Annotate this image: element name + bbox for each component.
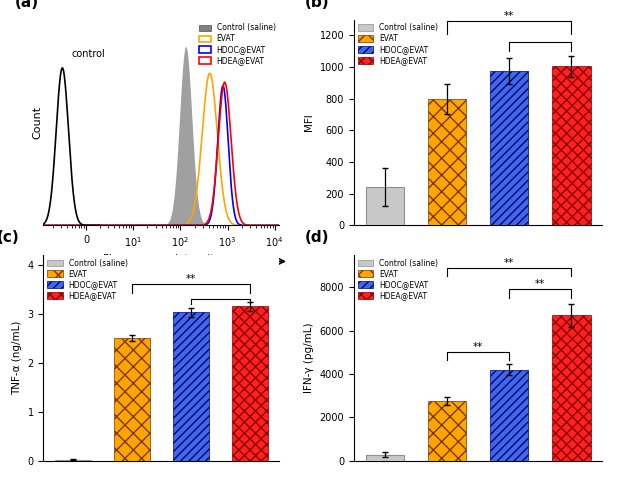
Bar (490, 369, 528, 461)
Bar (428, 99, 466, 225)
Text: control: control (72, 49, 106, 59)
Y-axis label: IFN-γ (pg/mL): IFN-γ (pg/mL) (304, 322, 314, 393)
Bar (114, 338, 150, 461)
Bar (173, 312, 209, 461)
X-axis label: Fluorescence intensity: Fluorescence intensity (102, 254, 220, 265)
Text: **: ** (504, 11, 514, 21)
Text: **: ** (535, 279, 545, 290)
Bar (490, 71, 528, 225)
Text: **: ** (473, 343, 483, 352)
Bar (366, 455, 404, 461)
Bar (428, 401, 466, 461)
Legend: Control (saline), EVAT, HDOC@EVAT, HDEA@EVAT: Control (saline), EVAT, HDOC@EVAT, HDEA@… (358, 259, 438, 300)
Text: (c): (c) (0, 230, 19, 245)
Legend: Control (saline), EVAT, HDOC@EVAT, HDEA@EVAT: Control (saline), EVAT, HDOC@EVAT, HDEA@… (199, 24, 276, 65)
Y-axis label: MFI: MFI (304, 114, 314, 131)
Text: **: ** (504, 258, 514, 268)
Bar (366, 187, 404, 225)
Bar (552, 66, 591, 225)
Bar (232, 306, 268, 461)
Bar (552, 316, 591, 461)
Text: **: ** (186, 274, 196, 284)
Legend: Control (saline), EVAT, HDOC@EVAT, HDEA@EVAT: Control (saline), EVAT, HDOC@EVAT, HDEA@… (47, 259, 128, 300)
Bar (55, 460, 91, 461)
Y-axis label: TNF-α (ng/mL): TNF-α (ng/mL) (12, 320, 22, 395)
Legend: Control (saline), EVAT, HDOC@EVAT, HDEA@EVAT: Control (saline), EVAT, HDOC@EVAT, HDEA@… (358, 24, 438, 65)
Text: (a): (a) (15, 0, 39, 10)
Y-axis label: Count: Count (32, 106, 42, 139)
Text: (b): (b) (304, 0, 329, 10)
Text: (d): (d) (304, 230, 329, 245)
